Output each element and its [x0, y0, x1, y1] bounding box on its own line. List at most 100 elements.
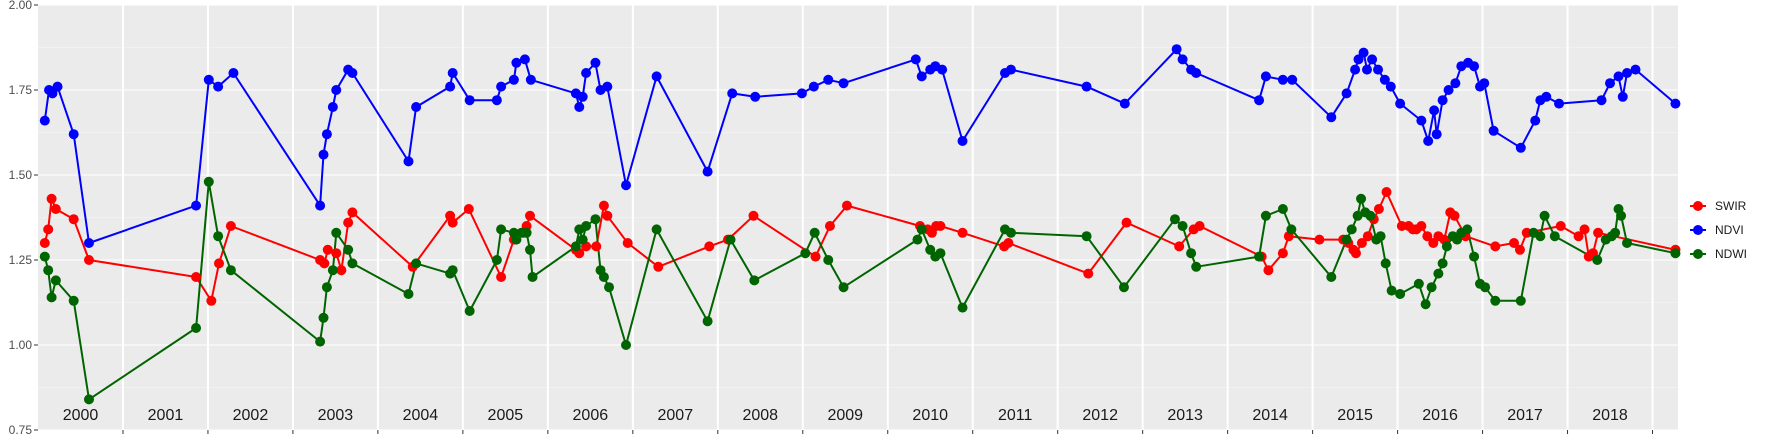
point-ndwi	[1346, 224, 1357, 235]
point-ndwi	[447, 265, 458, 276]
point-swir	[598, 200, 609, 211]
point-ndwi	[525, 244, 535, 255]
point-ndvi	[651, 71, 662, 82]
point-ndwi	[590, 214, 601, 225]
point-ndvi	[1613, 71, 1624, 82]
point-ndwi	[464, 306, 475, 316]
point-ndwi	[491, 255, 502, 265]
point-ndvi	[1617, 91, 1628, 102]
point-ndwi	[403, 289, 414, 299]
point-ndvi	[1326, 112, 1337, 123]
point-ndvi	[910, 54, 921, 65]
point-ndvi	[1429, 105, 1440, 116]
point-ndvi	[1443, 85, 1454, 95]
year-label: 2009	[827, 407, 863, 424]
point-ndwi	[581, 221, 592, 231]
point-ndwi	[318, 312, 329, 323]
point-ndwi	[1437, 258, 1448, 269]
point-swir	[83, 255, 94, 265]
point-swir	[824, 221, 835, 231]
point-ndvi	[1670, 98, 1681, 109]
year-label: 2006	[573, 407, 609, 424]
point-ndwi	[1341, 234, 1352, 245]
point-ndwi	[191, 323, 202, 333]
point-swir	[496, 272, 507, 282]
point-ndvi	[574, 102, 585, 112]
point-ndvi	[916, 71, 927, 82]
point-ndwi	[1118, 282, 1129, 293]
point-swir	[935, 221, 946, 231]
point-ndwi	[925, 244, 936, 255]
point-ndvi	[203, 74, 214, 85]
point-swir	[1593, 227, 1604, 238]
point-ndvi	[1596, 95, 1607, 106]
point-swir	[225, 221, 236, 231]
point-ndvi	[1177, 54, 1188, 65]
y-tick-label: 1.25	[9, 253, 33, 267]
point-ndwi	[1081, 231, 1092, 242]
year-label: 2005	[488, 407, 524, 424]
point-ndvi	[1277, 74, 1288, 85]
point-ndwi	[604, 282, 615, 293]
point-ndwi	[1186, 248, 1197, 259]
point-ndvi	[1379, 74, 1390, 85]
point-ndwi	[1462, 224, 1473, 235]
point-ndvi	[1605, 78, 1616, 89]
point-ndwi	[1420, 299, 1431, 310]
point-ndvi	[1358, 47, 1369, 58]
point-ndwi	[50, 275, 61, 286]
point-ndwi	[331, 227, 342, 238]
legend-swatch-ndvi	[1693, 225, 1703, 235]
point-ndwi	[1413, 278, 1424, 289]
point-ndwi	[343, 244, 354, 255]
point-swir	[463, 204, 474, 214]
point-swir	[1416, 221, 1427, 231]
point-ndvi	[47, 88, 58, 99]
point-ndwi	[39, 251, 50, 262]
point-swir	[1356, 238, 1367, 248]
point-ndvi	[808, 81, 819, 92]
point-ndwi	[1254, 251, 1265, 262]
point-ndwi	[1426, 282, 1437, 293]
year-label: 2015	[1337, 407, 1373, 424]
point-swir	[1350, 248, 1361, 259]
point-ndvi	[750, 91, 761, 102]
point-ndvi	[1260, 71, 1271, 82]
legend: SWIR NDVI NDWI	[1690, 199, 1747, 261]
point-ndwi	[651, 224, 662, 235]
point-ndwi	[315, 336, 326, 347]
point-swir	[1449, 210, 1460, 221]
point-ndwi	[749, 275, 760, 286]
point-ndwi	[1610, 227, 1621, 238]
point-ndwi	[1365, 210, 1376, 221]
point-ndvi	[52, 81, 63, 92]
point-ndwi	[496, 224, 507, 235]
point-ndwi	[1469, 251, 1480, 262]
point-ndvi	[1479, 78, 1490, 89]
point-swir	[213, 258, 224, 269]
point-ndvi	[403, 156, 414, 167]
point-ndvi	[347, 68, 358, 78]
point-ndwi	[1177, 221, 1188, 231]
point-ndvi	[1361, 64, 1372, 75]
point-swir	[1194, 221, 1205, 231]
point-swir	[957, 227, 968, 238]
point-ndvi	[937, 64, 948, 75]
legend-label-ndvi: NDVI	[1715, 223, 1744, 237]
point-ndvi	[1515, 142, 1526, 153]
point-ndvi	[1622, 68, 1633, 78]
point-ndwi	[1549, 231, 1560, 242]
point-swir	[1579, 224, 1590, 235]
point-ndvi	[1191, 68, 1202, 78]
point-ndvi	[1119, 98, 1130, 109]
point-ndwi	[411, 258, 422, 269]
point-swir	[1428, 238, 1439, 248]
point-swir	[46, 193, 57, 204]
point-ndvi	[577, 91, 588, 102]
point-ndvi	[83, 238, 94, 248]
point-ndvi	[491, 95, 502, 106]
point-ndvi	[702, 166, 713, 177]
point-ndwi	[1490, 295, 1501, 306]
legend-label-swir: SWIR	[1715, 199, 1747, 213]
